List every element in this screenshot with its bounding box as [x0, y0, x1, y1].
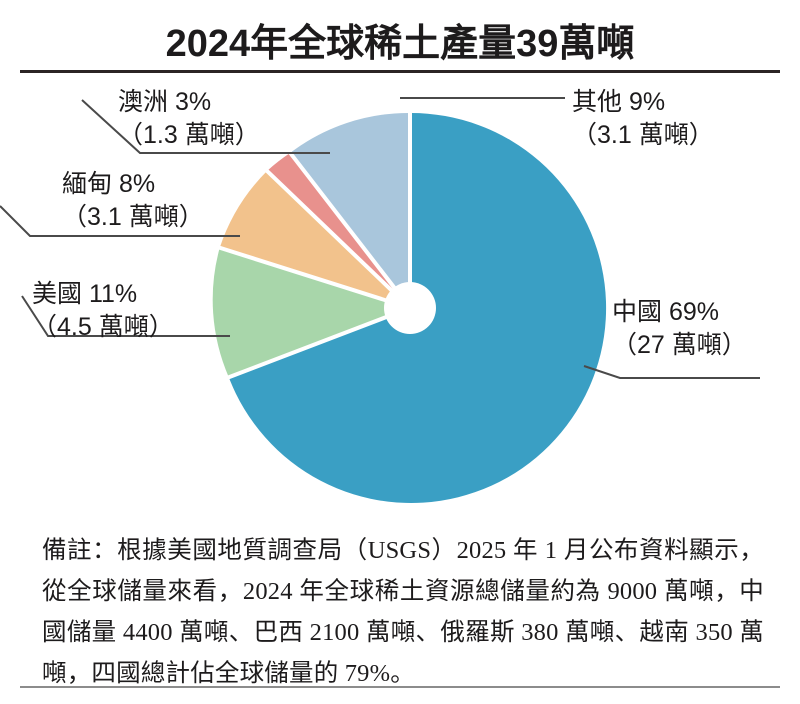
- bottom-divider: [20, 686, 780, 688]
- pie-slice-myanmar[interactable]: [219, 170, 410, 308]
- pie-chart-svg: [0, 97, 760, 503]
- callout-other-line2: （3.1 萬噸）: [572, 121, 714, 149]
- callout-usa: 美國 11% （4.5 萬噸）: [32, 278, 174, 344]
- callout-australia-line1: 澳洲 3%: [118, 88, 212, 116]
- leader-line-usa: [21, 295, 230, 337]
- callout-china: 中國 69% （27 萬噸）: [612, 296, 747, 362]
- callout-myanmar-line1: 緬甸 8%: [62, 170, 156, 198]
- pie-donut-hole: [384, 282, 436, 334]
- leader-line-china: [583, 365, 760, 379]
- leader-lines: [0, 97, 760, 379]
- callout-china-line1: 中國 69%: [612, 298, 719, 326]
- pie-slice-usa[interactable]: [212, 247, 410, 378]
- page-title: 2024年全球稀土產量39萬噸: [165, 23, 635, 65]
- pie-chart-area: 澳洲 3% （1.3 萬噸） 緬甸 8% （3.1 萬噸） 美國 11% （4.…: [0, 78, 800, 518]
- callout-myanmar: 緬甸 8% （3.1 萬噸）: [62, 168, 204, 234]
- callout-other: 其他 9% （3.1 萬噸）: [572, 86, 714, 152]
- callout-australia-line2: （1.3 萬噸）: [118, 121, 260, 149]
- pie-slice-separators: [217, 111, 412, 380]
- leader-line-myanmar: [0, 205, 240, 237]
- callout-china-line2: （27 萬噸）: [612, 331, 747, 359]
- callout-australia: 澳洲 3% （1.3 萬噸）: [118, 86, 260, 152]
- callout-other-line1: 其他 9%: [572, 88, 666, 116]
- callout-myanmar-line2: （3.1 萬噸）: [62, 203, 204, 231]
- pie-slice-australia[interactable]: [267, 152, 410, 308]
- title-divider: [20, 70, 780, 73]
- footnote-text: 備註：根據美國地質調查局（USGS）2025 年 1 月公布資料顯示，從全球儲量…: [42, 537, 764, 687]
- pie-slice-other[interactable]: [290, 112, 410, 308]
- callout-usa-line2: （4.5 萬噸）: [32, 313, 174, 341]
- callout-usa-line1: 美國 11%: [32, 280, 138, 308]
- leader-line-australia: [81, 99, 330, 154]
